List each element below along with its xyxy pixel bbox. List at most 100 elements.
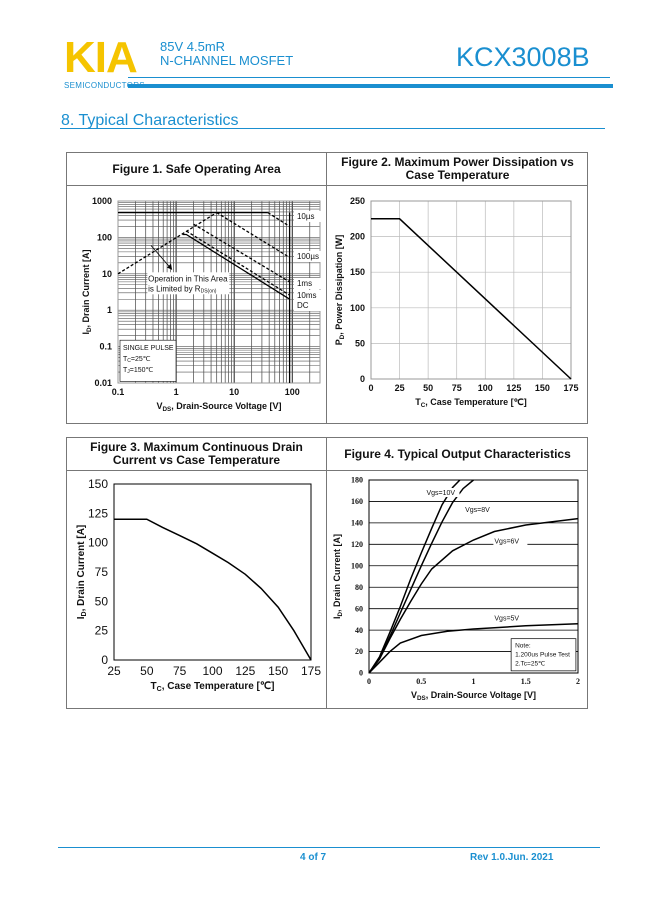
fig1-xtick-label: 100 [285,387,300,397]
fig1-ytick-label: 100 [97,232,112,242]
fig2-ytick-label: 50 [355,338,365,348]
figure-3-title: Figure 3. Maximum Continuous Drain Curre… [67,438,326,471]
fig2-xtick-label: 100 [478,383,493,393]
condition-value: =25℃ [131,356,151,363]
soa-label-100µs: 100µs [297,252,319,261]
fig1-ytick-label: 1 [107,305,112,315]
fig3-xtick-label: 25 [107,664,121,678]
fig3-ytick-label: 75 [95,565,109,579]
fig4-ytick-label: 180 [351,476,363,485]
fig1-xtick-label: 1 [174,387,179,397]
fig2-xlabel-main: T [415,397,421,407]
kia-logo: KIA [64,33,138,82]
condition-line: TJ=150℃ [123,367,154,375]
fig1-xlabel-sub: DS [162,406,171,413]
panel-divider [326,438,327,708]
fig3-ytick-label: 50 [95,594,109,608]
soa-label-bg [293,300,322,311]
fig4-ytick-label: 80 [355,583,363,592]
rds-note-sub: DS(on) [201,288,217,294]
fig4-ytick-label: 100 [351,561,363,570]
fig1-ytick-label: 0.01 [94,378,112,388]
fig4-series-Vgs10V [368,479,461,674]
fig3-plot-frame [113,483,312,661]
fig1-series-100s [216,212,290,259]
fig3-ylabel: ID, Drain Current [A] [76,525,88,620]
fig2-xtick-label: 150 [535,383,550,393]
figure-1-title: Figure 1. Safe Operating Area [67,153,326,186]
fig2-ytick-label: 150 [350,267,365,277]
fig1-series-line6 [117,212,218,275]
fig4-ytick-label: 140 [351,519,363,528]
fig3-xtick-label: 75 [173,664,187,678]
fig3-xtick-label: 100 [202,664,222,678]
fig4-ylabel: ID, Drain Current [A] [332,534,344,619]
fig4-ytick-label: 0 [359,669,363,678]
fig2-xtick-label: 50 [423,383,433,393]
series-label: Vgs=6V [494,538,519,545]
fig2-ytick-label: 200 [350,232,365,242]
soa-label-bg [293,290,322,301]
page-number: 4 of 7 [300,852,327,863]
note-line: Note: [515,643,531,650]
fig1-xlabel: VDS, Drain-Source Voltage [V] [156,401,281,413]
fig2-series-line0 [371,218,572,380]
fig2-ylabel: PD, Power Dissipation [W] [334,235,346,346]
fig4-xtick-label: 1 [472,677,476,686]
fig4-ytick-label: 160 [351,497,363,506]
condition-line: TC=25℃ [123,356,151,364]
fig3-xtick-label: 175 [301,664,321,678]
figure-row-1: Figure 1. Safe Operating Area 0.1 1 10 100 1… [66,152,588,424]
fig4-xlabel-main: V [411,690,417,700]
fig4-ytick-label: 40 [355,626,363,635]
fig3-xtick-label: 125 [235,664,255,678]
series-label: Vgs=8V [465,507,490,514]
fig1-ytick-label: 1000 [92,196,112,206]
condition-value: =150℃ [130,367,154,374]
fig1-xlabel-rest: , Drain-Source Voltage [V] [171,401,281,411]
soa-label-DC: DC [297,301,309,310]
fig2-ytick-label: 100 [350,303,365,313]
soa-label-bg [293,278,322,289]
fig1-series-10ms [185,230,290,296]
rds-arrow-head [166,263,172,270]
rds-note-line1: Operation in This Area [148,274,228,283]
fig2-xlabel-sub: C [421,402,426,409]
fig4-series-Vgs8V [368,479,474,674]
fig1-ylabel: ID, Drain Current [A] [81,249,93,334]
figure-2-panel: Figure 2. Maximum Power Dissipation vs C… [327,153,588,423]
soa-label-bg [293,251,322,262]
rds-arrow [150,245,173,270]
revision: Rev 1.0.Jun. 2021 [470,852,554,863]
fig3-xtick-label: 150 [268,664,288,678]
series-label: Vgs=10V [426,490,455,497]
conditions-box [119,339,177,382]
fig1-ylabel-sub: D [86,327,93,332]
fig2-xtick-label: 75 [452,383,462,393]
fig2-ylabel-sub: D [339,334,346,339]
note-line: 1.200us Pulse Test [515,652,570,659]
soa-label-1ms: 1ms [297,279,312,288]
fig4-ylabel-rest: , Drain Current [A] [332,534,342,612]
section-underline [60,128,605,129]
rds-note-bg [147,272,230,295]
fig3-xlabel-sub: C [157,686,162,693]
soa-label-bg [293,211,322,222]
fig3-ytick-label: 125 [88,506,108,520]
fig1-xtick-label: 0.1 [112,387,125,397]
condition-sub: C [127,358,131,364]
fig3-ytick-label: 25 [95,624,109,638]
soa-label-10ms: 10ms [297,291,317,300]
fig4-xlabel-rest: , Drain-Source Voltage [V] [426,690,536,700]
fig1-xlabel-main: V [156,401,162,411]
fig3-ytick-label: 150 [88,477,108,491]
condition-sub: J [127,369,130,375]
fig1-series-1ms [193,223,290,283]
fig2-ytick-label: 250 [350,196,365,206]
fig4-xlabel: VDS, Drain-Source Voltage [V] [411,690,536,702]
condition-line: SINGLE PULSE [123,345,174,352]
fig3-ytick-label: 0 [101,653,108,667]
panel-divider [326,153,327,423]
